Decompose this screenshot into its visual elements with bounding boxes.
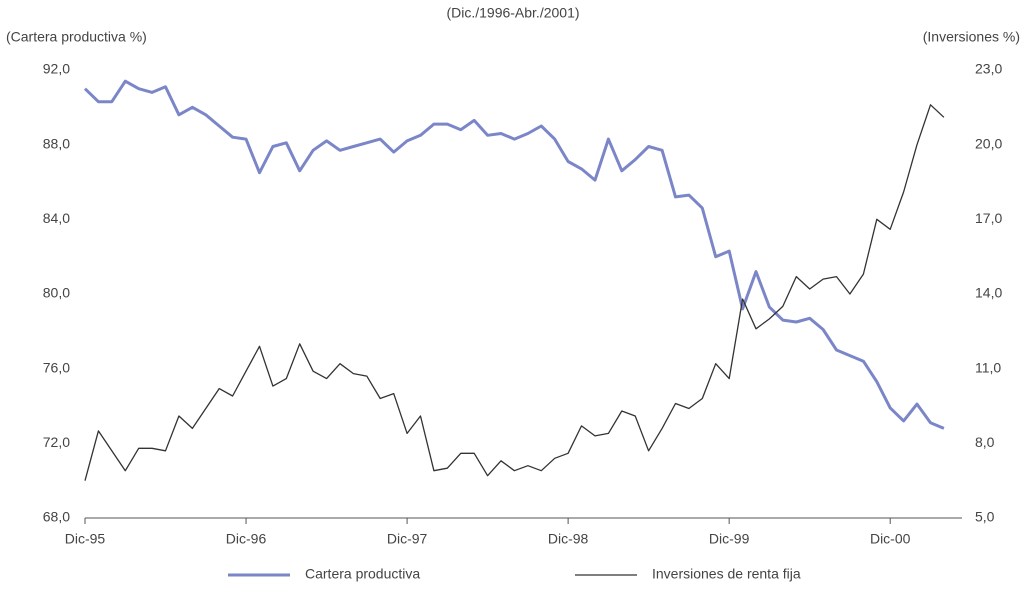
y2-tick-label: 5,0 <box>975 509 995 525</box>
y2-tick-label: 11,0 <box>975 359 1001 375</box>
series-line <box>84 104 945 481</box>
y2-tick-label: 17,0 <box>975 210 1002 226</box>
y-tick-label: 84,0 <box>43 210 70 226</box>
x-tick-label: Dic-96 <box>226 531 267 547</box>
y2-tick-label: 23,0 <box>975 61 1002 77</box>
x-tick-label: Dic-98 <box>548 531 589 547</box>
series-line <box>83 79 945 430</box>
y-tick-label: 76,0 <box>43 359 70 375</box>
legend-label: Cartera productiva <box>305 566 420 582</box>
y-tick-label: 72,0 <box>43 434 70 450</box>
legend-label: Inversiones de renta fija <box>652 566 801 582</box>
y2-tick-label: 20,0 <box>975 135 1002 151</box>
y2-axis-title: (Inversiones %) <box>923 29 1020 45</box>
y-axis-title: (Cartera productiva %) <box>6 29 147 45</box>
x-tick-label: Dic-00 <box>870 531 911 547</box>
chart-title: (Dic./1996-Abr./2001) <box>446 5 579 21</box>
y2-tick-label: 8,0 <box>975 434 995 450</box>
y-tick-label: 88,0 <box>43 135 70 151</box>
x-tick-label: Dic-99 <box>709 531 750 547</box>
y-tick-label: 68,0 <box>43 509 70 525</box>
y-tick-label: 80,0 <box>43 285 70 301</box>
y2-tick-label: 14,0 <box>975 285 1002 301</box>
x-tick-label: Dic-97 <box>387 531 428 547</box>
x-tick-label: Dic-95 <box>65 531 106 547</box>
y-tick-label: 92,0 <box>43 61 70 77</box>
